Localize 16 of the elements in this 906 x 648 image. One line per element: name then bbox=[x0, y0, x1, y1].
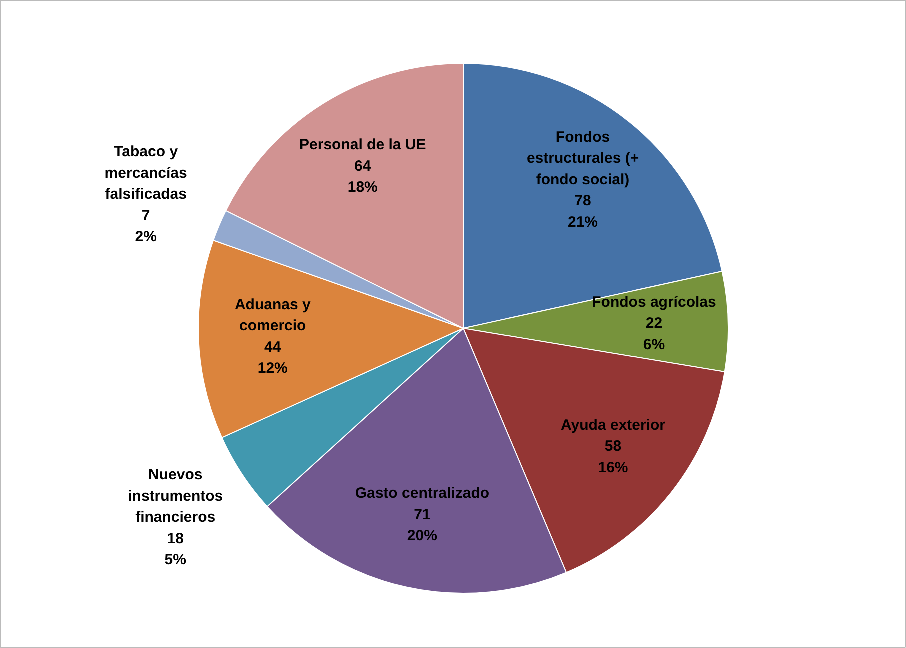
slice-label: Gasto centralizado bbox=[355, 485, 490, 502]
slice-label: Aduanas y comercio bbox=[234, 296, 312, 335]
slice-label: Fondos estructurales (+ fondo social) bbox=[526, 128, 640, 188]
data-label: 18 5% bbox=[164, 530, 186, 569]
data-label: 71 20% bbox=[407, 506, 438, 545]
slice-label: Ayuda exterior bbox=[561, 416, 666, 434]
data-label: 58 16% bbox=[598, 438, 628, 476]
slice-label: Fondos agrícolas bbox=[592, 294, 716, 311]
data-label: 7 2% bbox=[135, 207, 157, 246]
slice-label: Tabaco y mercancías falsificadas bbox=[104, 144, 188, 204]
data-label: 78 21% bbox=[568, 192, 598, 231]
slice-label: Personal de la UE bbox=[300, 136, 426, 154]
data-label: 64 18% bbox=[348, 158, 378, 196]
data-label: 44 12% bbox=[258, 338, 288, 378]
slice-label: Nuevos instrumentos financieros bbox=[128, 466, 224, 526]
data-label: 22 6% bbox=[643, 315, 666, 354]
